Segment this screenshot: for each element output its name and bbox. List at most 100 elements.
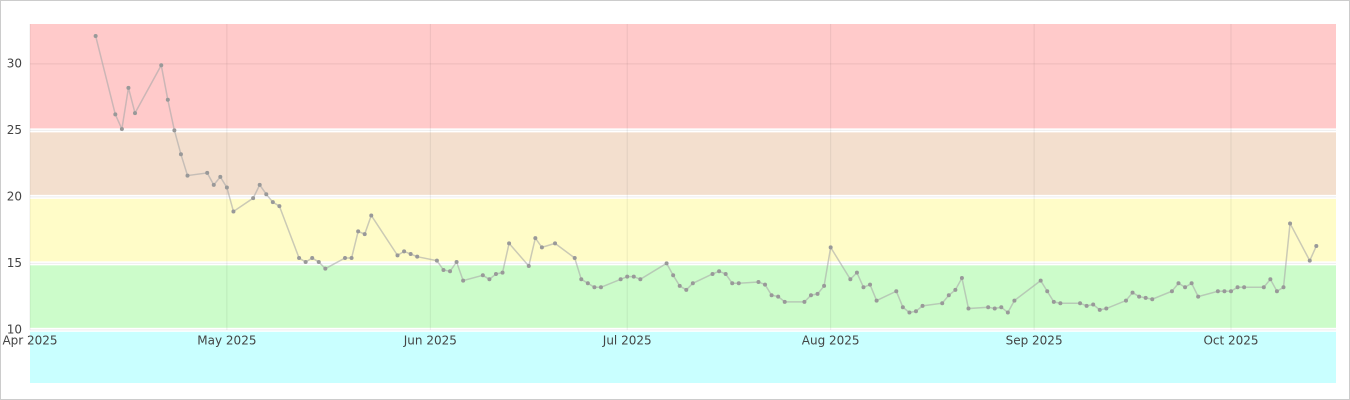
point	[507, 241, 512, 246]
point	[323, 266, 328, 271]
point	[493, 271, 498, 276]
point	[113, 112, 118, 117]
y-tick-label: 10	[7, 322, 22, 336]
point	[572, 256, 577, 261]
point	[710, 271, 715, 276]
point	[178, 152, 183, 157]
point	[297, 256, 302, 261]
point	[776, 294, 781, 299]
point	[723, 271, 728, 276]
point	[802, 299, 807, 304]
point	[1084, 303, 1089, 308]
point	[625, 274, 630, 279]
point	[1123, 298, 1128, 303]
point	[992, 306, 997, 311]
point	[303, 260, 308, 265]
point	[434, 258, 439, 263]
point	[553, 241, 558, 246]
point	[1104, 306, 1109, 311]
point	[362, 232, 367, 237]
band	[30, 198, 1336, 262]
x-tick-label: Oct 2025	[1203, 334, 1258, 348]
point	[119, 127, 124, 132]
point	[1228, 289, 1233, 294]
point	[763, 282, 768, 287]
point	[769, 293, 774, 298]
point	[920, 303, 925, 308]
point	[900, 305, 905, 310]
point	[592, 285, 597, 290]
point	[343, 256, 348, 261]
point	[1097, 307, 1102, 312]
point	[533, 236, 538, 241]
point	[165, 97, 170, 102]
point	[1196, 294, 1201, 299]
point	[684, 287, 689, 292]
point	[1130, 290, 1135, 295]
x-tick-label: Apr 2025	[2, 334, 57, 348]
band	[30, 265, 1336, 328]
point	[1222, 289, 1227, 294]
point	[231, 209, 236, 214]
point	[356, 229, 361, 234]
point	[631, 274, 636, 279]
point	[257, 182, 262, 187]
point	[946, 293, 951, 298]
point	[461, 278, 466, 283]
point	[1183, 285, 1188, 290]
point	[185, 173, 190, 178]
point	[270, 200, 275, 205]
x-tick-label: May 2025	[197, 334, 256, 348]
point	[940, 301, 945, 306]
point	[93, 33, 98, 38]
point	[205, 170, 210, 175]
point	[395, 253, 400, 258]
point	[500, 270, 505, 275]
y-tick-label: 30	[7, 56, 22, 70]
point	[782, 299, 787, 304]
point	[448, 269, 453, 274]
point	[277, 204, 282, 209]
point	[822, 283, 827, 288]
point	[1189, 281, 1194, 286]
point	[369, 213, 374, 218]
point	[1281, 285, 1286, 290]
point	[1176, 281, 1181, 286]
point	[316, 260, 321, 265]
point	[1045, 289, 1050, 294]
point	[959, 275, 964, 280]
point	[349, 256, 354, 261]
point	[664, 261, 669, 266]
point	[966, 306, 971, 311]
point	[1242, 285, 1247, 290]
point	[539, 245, 544, 250]
point	[579, 277, 584, 282]
point	[717, 269, 722, 274]
point	[618, 277, 623, 282]
point	[848, 277, 853, 282]
point	[1038, 278, 1043, 283]
point	[441, 267, 446, 272]
point	[1314, 244, 1319, 249]
point	[913, 309, 918, 314]
point	[487, 277, 492, 282]
point	[480, 273, 485, 278]
point	[310, 256, 315, 261]
point	[211, 182, 216, 187]
point	[1005, 310, 1010, 315]
x-tick-label: Sep 2025	[1006, 334, 1063, 348]
point	[671, 273, 676, 278]
point	[526, 263, 531, 268]
band	[30, 132, 1336, 195]
point	[1235, 285, 1240, 290]
point	[1051, 299, 1056, 304]
point	[1078, 301, 1083, 306]
point	[402, 249, 407, 254]
point	[677, 283, 682, 288]
point	[126, 85, 131, 90]
point	[894, 289, 899, 294]
point	[756, 279, 761, 284]
point	[1169, 289, 1174, 294]
point	[224, 185, 229, 190]
